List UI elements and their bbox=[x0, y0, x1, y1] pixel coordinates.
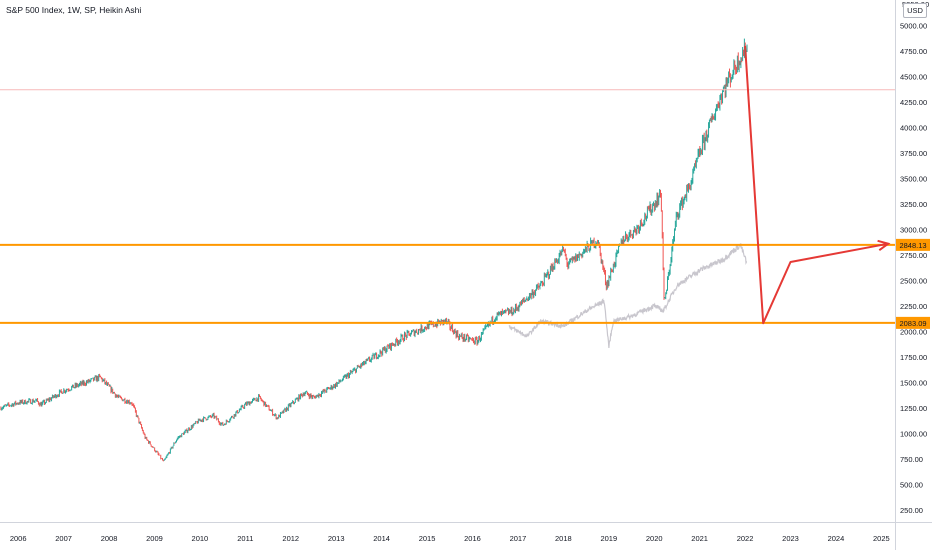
y-tick-label: 750.00 bbox=[900, 455, 923, 464]
x-tick-label: 2012 bbox=[282, 534, 299, 543]
y-tick-label: 250.00 bbox=[900, 506, 923, 515]
x-tick-label: 2021 bbox=[691, 534, 708, 543]
x-tick-label: 2019 bbox=[600, 534, 617, 543]
x-tick-label: 2006 bbox=[10, 534, 27, 543]
currency-button[interactable]: USD bbox=[903, 3, 927, 18]
overlay-series-line bbox=[508, 243, 748, 349]
chart-title: S&P 500 Index, 1W, SP, Heikin Ashi bbox=[6, 5, 142, 15]
y-tick-label: 5000.00 bbox=[900, 21, 927, 30]
x-tick-label: 2025 bbox=[873, 534, 890, 543]
projection-line[interactable] bbox=[744, 45, 889, 325]
x-tick-label: 2015 bbox=[419, 534, 436, 543]
x-tick-label: 2020 bbox=[646, 534, 663, 543]
comparison-overlay-layer bbox=[508, 243, 748, 349]
y-tick-label: 4750.00 bbox=[900, 47, 927, 56]
y-tick-label: 2750.00 bbox=[900, 251, 927, 260]
x-tick-label: 2009 bbox=[146, 534, 163, 543]
y-tick-label: 4250.00 bbox=[900, 98, 927, 107]
y-tick-label: 3000.00 bbox=[900, 225, 927, 234]
y-tick-label: 3750.00 bbox=[900, 149, 927, 158]
y-tick-label: 1000.00 bbox=[900, 429, 927, 438]
x-tick-label: 2022 bbox=[737, 534, 754, 543]
x-tick-label: 2013 bbox=[328, 534, 345, 543]
x-tick-label: 2014 bbox=[373, 534, 390, 543]
y-tick-label: 1750.00 bbox=[900, 353, 927, 362]
x-tick-label: 2008 bbox=[101, 534, 118, 543]
x-tick-label: 2011 bbox=[237, 534, 253, 543]
y-tick-label: 1250.00 bbox=[900, 404, 927, 413]
x-tick-label: 2018 bbox=[555, 534, 572, 543]
price-level-label: 2083.09 bbox=[899, 319, 926, 328]
y-tick-label: 4000.00 bbox=[900, 123, 927, 132]
y-tick-label: 3500.00 bbox=[900, 174, 927, 183]
x-tick-label: 2023 bbox=[782, 534, 799, 543]
x-tick-label: 2016 bbox=[464, 534, 481, 543]
x-tick-label: 2007 bbox=[55, 534, 72, 543]
candles-layer bbox=[0, 38, 748, 462]
price-level-tag bbox=[896, 238, 930, 251]
y-tick-label: 2000.00 bbox=[900, 327, 927, 336]
x-tick-label: 2017 bbox=[510, 534, 527, 543]
x-tick-label: 2024 bbox=[828, 534, 845, 543]
price-level-label: 2848.13 bbox=[899, 241, 926, 250]
drawing-layer[interactable] bbox=[0, 45, 895, 325]
y-tick-label: 2250.00 bbox=[900, 302, 927, 311]
y-tick-label: 2500.00 bbox=[900, 276, 927, 285]
y-tick-label: 500.00 bbox=[900, 480, 923, 489]
y-tick-label: 1500.00 bbox=[900, 378, 927, 387]
x-tick-label: 2010 bbox=[192, 534, 209, 543]
price-level-tag bbox=[896, 316, 930, 329]
y-tick-label: 4500.00 bbox=[900, 72, 927, 81]
y-tick-label: 3250.00 bbox=[900, 200, 927, 209]
projection-arrowhead bbox=[877, 239, 891, 252]
